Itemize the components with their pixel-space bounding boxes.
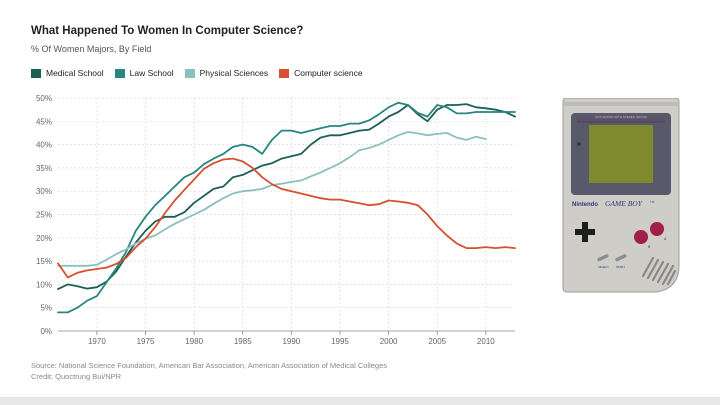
y-tick-label: 50% — [36, 94, 52, 103]
legend-swatch — [31, 68, 41, 78]
axes: 0% 5% 10% 15% 20% 25% 30% 35% 40% 45% 50% 1970 1975 1… — [36, 94, 515, 346]
y-tick-label: 20% — [36, 234, 52, 243]
select-label: SELECT — [598, 265, 609, 269]
dpad — [575, 222, 595, 242]
x-tick-label: 1990 — [282, 337, 300, 346]
select-button — [597, 254, 609, 262]
y-tick-label: 10% — [36, 280, 52, 289]
y-tick-label: 5% — [40, 304, 52, 313]
legend-label: Computer science — [294, 68, 363, 78]
legend-item-computer-science: Computer science — [279, 68, 363, 78]
model-label: GAME BOY — [605, 199, 643, 208]
legend-item-medical-school: Medical School — [31, 68, 104, 78]
a-button — [650, 222, 664, 236]
credit-note: Credit: Quoctrung Bui/NPR — [31, 372, 122, 381]
series-lines — [57, 101, 516, 314]
legend: Medical School Law School Physical Scien… — [31, 68, 363, 78]
x-tick-label: 1970 — [88, 337, 106, 346]
x-tick-label: 1995 — [331, 337, 349, 346]
start-button — [615, 254, 627, 262]
x-tick-label: 1975 — [137, 337, 155, 346]
legend-label: Medical School — [46, 68, 104, 78]
bottom-bar — [0, 397, 720, 405]
grid — [58, 97, 515, 331]
legend-label: Law School — [129, 68, 174, 78]
x-tick-label: 1980 — [185, 337, 203, 346]
source-note: Source: National Science Foundation, Ame… — [31, 361, 388, 370]
legend-item-law-school: Law School — [114, 68, 174, 78]
chart-subtitle: % Of Women Majors, By Field — [31, 44, 152, 54]
x-tick-label: 2000 — [380, 337, 398, 346]
brand-label: Nintendo — [572, 202, 598, 208]
series-line-2 — [57, 131, 487, 267]
legend-swatch — [114, 68, 125, 78]
screen-banner: DOT MATRIX WITH STEREO SOUND — [595, 115, 647, 119]
legend-swatch — [184, 68, 195, 78]
chart-title: What Happened To Women In Computer Scien… — [31, 25, 304, 37]
start-label: START — [616, 265, 625, 269]
y-tick-label: 0% — [40, 327, 52, 336]
y-tick-label: 30% — [36, 187, 52, 196]
top-ridge — [563, 102, 679, 106]
trademark-label: TM — [650, 200, 655, 204]
y-tick-label: 45% — [36, 117, 52, 126]
series-line-3 — [57, 157, 516, 279]
series-line-1 — [57, 101, 516, 314]
legend-item-physical-sciences: Physical Sciences — [184, 68, 269, 78]
speaker-grille — [641, 256, 677, 286]
a-button-label: A — [664, 237, 667, 241]
x-tick-label: 1985 — [234, 337, 252, 346]
game-boy-image: DOT MATRIX WITH STEREO SOUND Nintendo GA… — [562, 98, 680, 293]
y-tick-label: 15% — [36, 257, 52, 266]
line-chart: 0% 5% 10% 15% 20% 25% 30% 35% 40% 45% 50% 1970 1975 1… — [36, 94, 516, 346]
power-led — [577, 142, 581, 146]
b-button — [634, 230, 648, 244]
b-button-label: B — [648, 245, 651, 249]
y-tick-label: 35% — [36, 164, 52, 173]
y-tick-label: 40% — [36, 141, 52, 150]
x-tick-label: 2010 — [477, 337, 495, 346]
y-tick-label: 25% — [36, 211, 52, 220]
lcd-screen — [589, 125, 653, 183]
x-tick-label: 2005 — [428, 337, 446, 346]
legend-label: Physical Sciences — [199, 68, 269, 78]
legend-swatch — [279, 68, 290, 78]
